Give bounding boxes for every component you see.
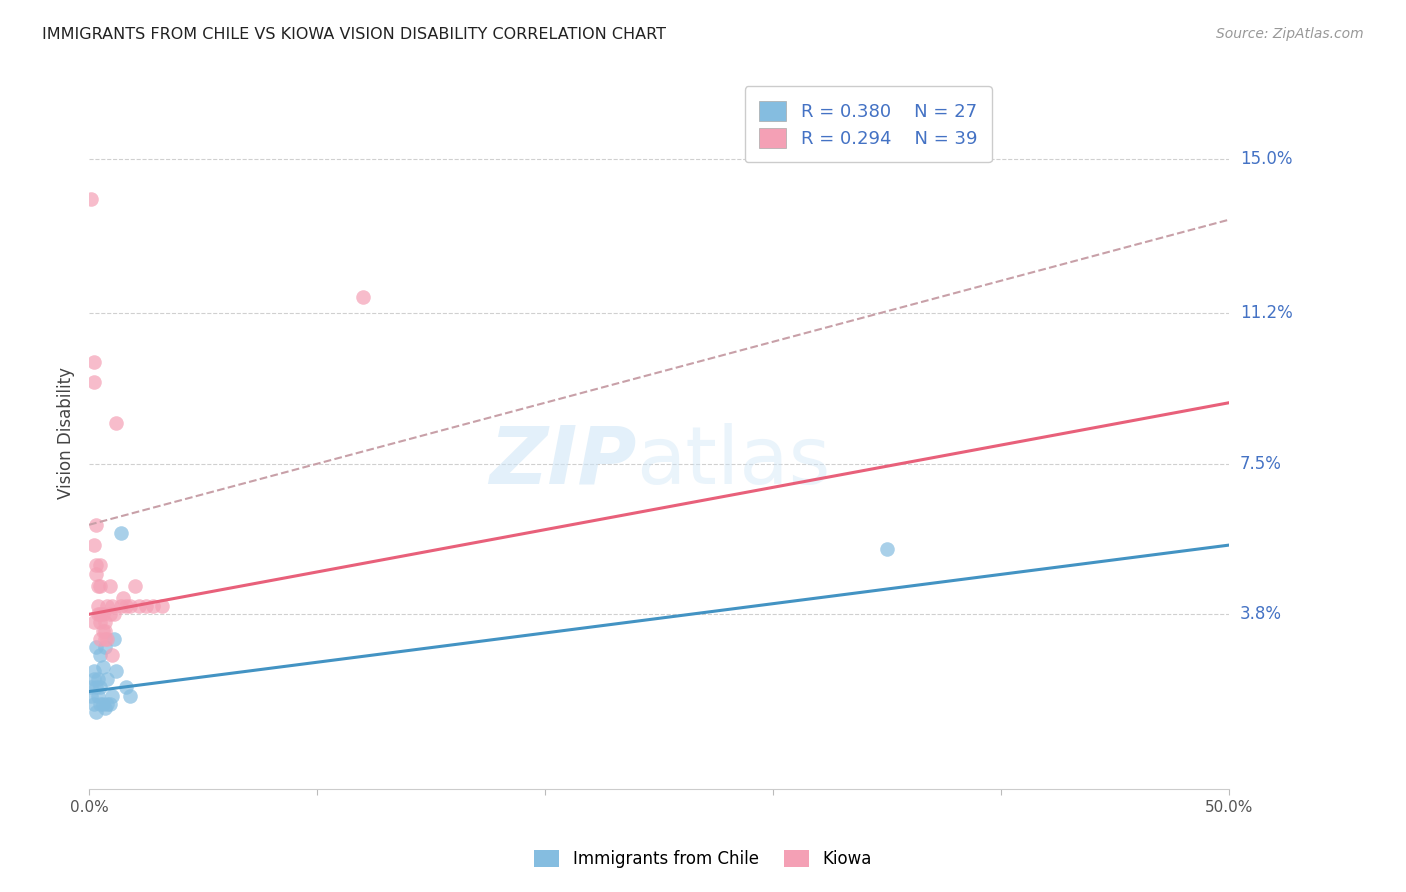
Point: [96, 599, 118, 614]
Point: [94, 640, 117, 654]
Text: IMMIGRANTS FROM CHILE VS KIOWA VISION DISABILITY CORRELATION CHART: IMMIGRANTS FROM CHILE VS KIOWA VISION DI…: [42, 27, 666, 42]
Text: 7.5%: 7.5%: [1240, 455, 1282, 473]
Point: [124, 579, 146, 593]
Text: ZIP: ZIP: [489, 423, 636, 500]
Point: [103, 607, 125, 622]
Point: [83, 355, 105, 369]
Point: [105, 664, 128, 678]
Point: [89, 697, 111, 711]
Text: 15.0%: 15.0%: [1240, 150, 1292, 168]
Text: Source: ZipAtlas.com: Source: ZipAtlas.com: [1216, 27, 1364, 41]
Point: [83, 538, 105, 552]
Point: [876, 542, 898, 557]
Point: [89, 558, 111, 573]
Point: [89, 681, 111, 695]
Point: [91, 660, 114, 674]
Point: [83, 664, 105, 678]
Point: [80, 193, 103, 207]
Point: [84, 640, 107, 654]
Point: [87, 689, 110, 703]
Point: [91, 624, 114, 638]
Point: [89, 648, 111, 662]
Point: [89, 632, 111, 646]
Point: [94, 624, 117, 638]
Point: [87, 599, 110, 614]
Point: [142, 599, 165, 614]
Point: [84, 558, 107, 573]
Point: [83, 673, 105, 687]
Text: 11.2%: 11.2%: [1240, 304, 1292, 322]
Point: [84, 517, 107, 532]
Point: [101, 599, 124, 614]
Point: [84, 705, 107, 719]
Point: [110, 599, 132, 614]
Point: [89, 607, 111, 622]
Point: [114, 681, 136, 695]
Point: [87, 607, 110, 622]
Point: [83, 615, 105, 630]
Point: [98, 579, 121, 593]
Point: [150, 599, 173, 614]
Point: [89, 579, 111, 593]
Text: atlas: atlas: [636, 423, 831, 500]
Point: [96, 697, 118, 711]
Point: [128, 599, 150, 614]
Point: [110, 525, 132, 540]
Text: 3.8%: 3.8%: [1240, 606, 1282, 624]
Point: [94, 632, 117, 646]
Point: [91, 607, 114, 622]
Point: [84, 681, 107, 695]
Point: [105, 416, 128, 430]
Point: [114, 599, 136, 614]
Point: [94, 701, 117, 715]
Point: [91, 697, 114, 711]
Point: [135, 599, 157, 614]
Point: [84, 566, 107, 581]
Point: [112, 591, 135, 605]
Point: [80, 681, 103, 695]
Point: [83, 697, 105, 711]
Legend: R = 0.380    N = 27, R = 0.294    N = 39: R = 0.380 N = 27, R = 0.294 N = 39: [745, 87, 991, 162]
Point: [83, 376, 105, 390]
Point: [103, 632, 125, 646]
Point: [94, 615, 117, 630]
Y-axis label: Vision Disability: Vision Disability: [58, 368, 75, 500]
Point: [352, 290, 374, 304]
Point: [87, 673, 110, 687]
Point: [87, 579, 110, 593]
Point: [120, 689, 142, 703]
Point: [89, 615, 111, 630]
Point: [101, 648, 124, 662]
Point: [80, 689, 103, 703]
Point: [96, 673, 118, 687]
Legend: Immigrants from Chile, Kiowa: Immigrants from Chile, Kiowa: [527, 843, 879, 875]
Point: [120, 599, 142, 614]
Point: [96, 632, 118, 646]
Point: [98, 697, 121, 711]
Point: [101, 689, 124, 703]
Point: [98, 607, 121, 622]
